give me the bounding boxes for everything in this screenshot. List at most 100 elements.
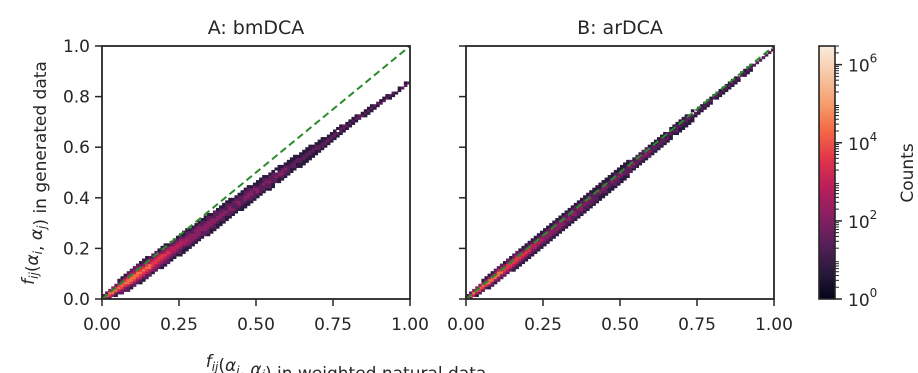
heatmap-cell — [203, 228, 208, 232]
heatmap-cell — [472, 291, 476, 295]
heatmap-cell — [607, 190, 612, 194]
heatmap-cell — [487, 286, 492, 290]
heatmap-cell — [493, 278, 498, 282]
heatmap-cell — [733, 76, 738, 80]
heatmap-cell — [283, 162, 288, 166]
heatmap-cell — [469, 296, 473, 300]
heatmap-cell — [209, 218, 214, 222]
heatmap-cell — [502, 261, 507, 265]
y-tick-label: 0.0 — [63, 290, 90, 310]
heatmap-cell — [351, 121, 356, 125]
heatmap-cell — [212, 220, 217, 224]
heatmap-cell — [687, 116, 692, 120]
heatmap-cell — [678, 129, 683, 133]
heatmap-cell — [512, 253, 516, 257]
heatmap-cell — [252, 197, 257, 201]
heatmap-cell — [145, 258, 149, 262]
heatmap-cell — [203, 225, 208, 229]
heatmap-cell — [228, 205, 232, 209]
heatmap-cell — [108, 293, 112, 297]
heatmap-cell — [197, 228, 202, 232]
heatmap-cell — [749, 68, 753, 72]
heatmap-cell — [607, 187, 612, 191]
heatmap-cell — [369, 106, 374, 110]
heatmap-cell — [743, 68, 747, 72]
heatmap-cell — [379, 99, 383, 103]
heatmap-cell — [182, 235, 186, 239]
heatmap-cell — [314, 147, 319, 151]
heatmap-cell — [586, 207, 590, 211]
heatmap-cell — [191, 238, 195, 242]
heatmap-cell — [487, 283, 492, 287]
heatmap-cell — [209, 230, 214, 234]
heatmap-cell — [570, 205, 575, 209]
heatmap-cell — [484, 278, 489, 282]
heatmap-cell — [142, 273, 146, 277]
heatmap-cell — [598, 197, 603, 201]
heatmap-cell — [259, 192, 263, 196]
heatmap-cell — [320, 137, 325, 141]
heatmap-cell — [188, 245, 192, 249]
heatmap-cell — [509, 268, 513, 272]
heatmap-cell — [675, 126, 680, 130]
heatmap-cell — [231, 210, 235, 214]
heatmap-cell — [280, 175, 285, 179]
heatmap-cell — [305, 147, 309, 151]
heatmap-cell — [203, 220, 208, 224]
x-ticks-a: 0.00 0.25 0.50 0.75 1.00 — [83, 299, 429, 335]
heatmap-cell — [530, 243, 535, 247]
heatmap-cell — [154, 266, 158, 270]
heatmap-cell — [197, 230, 202, 234]
heatmap-cell — [188, 240, 192, 244]
x-tick-label: 0.25 — [524, 315, 562, 335]
heatmap-cell — [626, 167, 630, 171]
heatmap-cell — [672, 132, 676, 136]
diagonal-reference-b — [465, 45, 775, 300]
heatmap-cell — [391, 94, 396, 98]
heatmap-cell — [114, 293, 118, 297]
heatmap-cell — [259, 180, 263, 184]
heatmap-cell — [132, 283, 137, 287]
heatmap-cell — [179, 245, 183, 249]
heatmap-cell — [746, 68, 750, 72]
heatmap-cell — [219, 210, 223, 214]
heatmap-cell — [354, 119, 359, 123]
heatmap-cell — [222, 220, 226, 224]
heatmap-cell — [289, 159, 294, 163]
heatmap-cell — [188, 235, 192, 239]
heatmap-cell — [182, 243, 186, 247]
heatmap-cell — [145, 255, 149, 260]
heatmap-cell — [138, 261, 143, 265]
heatmap-cell — [518, 248, 522, 252]
heatmap-cell — [697, 111, 701, 115]
heatmap-cell — [246, 202, 251, 206]
heatmap-cell — [598, 195, 603, 199]
heatmap-cell — [145, 276, 149, 280]
y-tick-label: 0.6 — [63, 138, 90, 158]
heatmap-cell — [579, 212, 584, 217]
heatmap-cell — [169, 255, 174, 260]
heatmap-cell — [638, 152, 643, 156]
heatmap-cell — [521, 250, 526, 254]
heatmap-cell — [755, 61, 760, 65]
heatmap-cell — [506, 263, 510, 267]
heatmap-cell — [644, 154, 649, 158]
heatmap-cell — [607, 182, 612, 186]
heatmap-cell — [339, 126, 343, 130]
heatmap-cell — [296, 162, 300, 166]
heatmap-cell — [262, 180, 266, 184]
heatmap-cell — [185, 233, 189, 237]
heatmap-cell — [129, 268, 134, 272]
heatmap-cell — [366, 111, 371, 115]
heatmap-cell — [308, 154, 312, 158]
heatmap-cell — [246, 185, 251, 189]
heatmap-cell — [623, 175, 627, 179]
heatmap-cell — [166, 250, 171, 254]
heatmap-cell — [203, 233, 208, 237]
heatmap-cell — [166, 248, 171, 252]
heatmap-cell — [215, 218, 220, 222]
heatmap-cell — [117, 291, 121, 295]
heatmap-cell — [237, 202, 242, 206]
heatmap-cell — [289, 164, 294, 168]
heatmap-cell — [126, 288, 131, 292]
